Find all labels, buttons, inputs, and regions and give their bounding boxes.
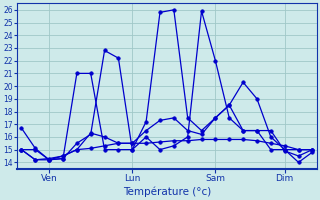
- X-axis label: Température (°c): Température (°c): [123, 186, 211, 197]
